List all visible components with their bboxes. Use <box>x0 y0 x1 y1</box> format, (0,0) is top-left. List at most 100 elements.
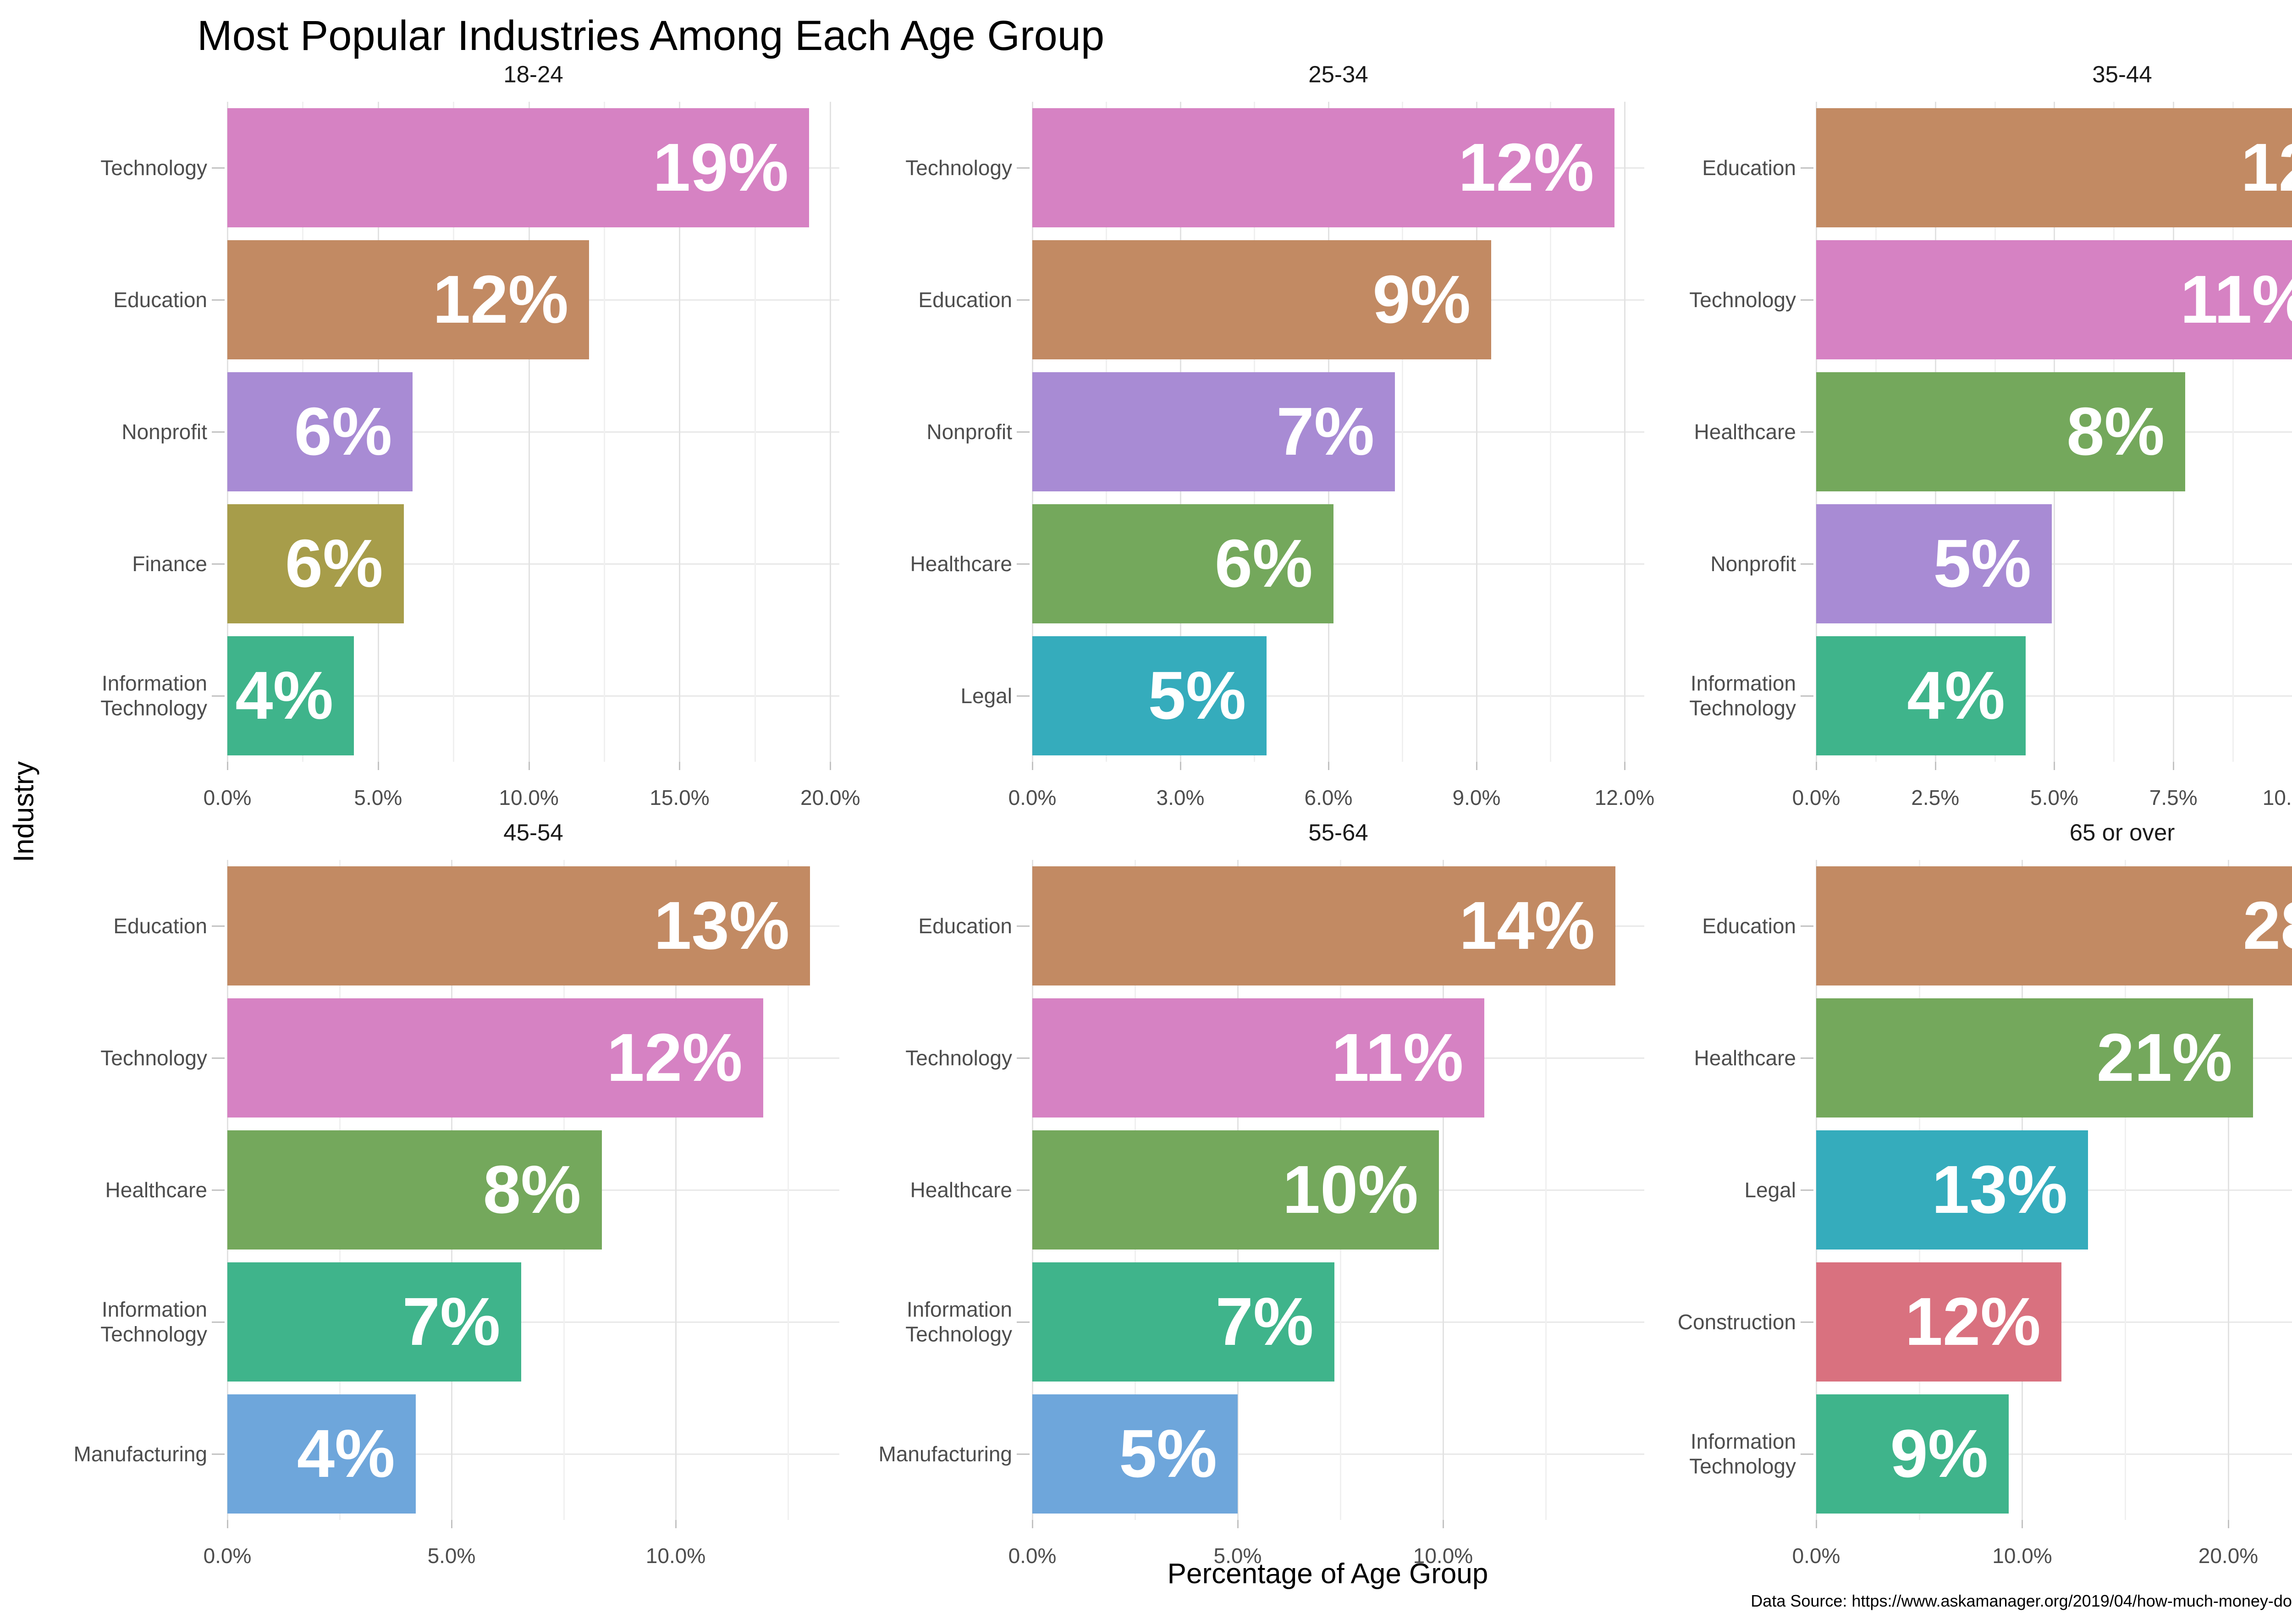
gridline-minor <box>604 102 606 762</box>
y-tick-mark <box>1801 167 1813 169</box>
gridline-major <box>830 102 832 762</box>
category-label: Healthcare <box>1694 1046 1796 1070</box>
category-label: Information Technology <box>1689 1429 1796 1478</box>
panel: 12% 9% 7% 6% 5% <box>1032 102 1644 762</box>
gridline-major <box>1442 860 1444 1520</box>
facet-35-44: 35-44 12% 11%8% 5% 4% Education Technology Heal… <box>1596 42 2292 821</box>
bar-Healthcare: 21% <box>1816 998 2253 1118</box>
bar-value-label: 11% <box>2180 262 2292 337</box>
gridline-minor <box>754 102 756 762</box>
bar-Education: 28% <box>1816 866 2292 985</box>
category-label: Information Technology <box>100 1297 207 1346</box>
gridline-minor <box>1545 860 1547 1520</box>
bar-value-label: 7% <box>402 1284 501 1360</box>
x-tick-label: 12.0% <box>1594 786 1655 809</box>
bar-value-label: 19% <box>653 130 789 205</box>
x-tick-label: 0.0% <box>203 786 252 809</box>
x-tick-label: 0.0% <box>1792 1544 1840 1568</box>
bar-value-label: 12% <box>1458 130 1594 205</box>
gridline-minor <box>453 102 455 762</box>
category-label: Information Technology <box>100 671 207 720</box>
gridline-minor <box>1402 102 1404 762</box>
category-label: Education <box>1702 914 1796 938</box>
y-tick-mark <box>1801 299 1813 301</box>
bar-Education: 13% <box>227 866 810 985</box>
gridline-minor <box>1550 102 1552 762</box>
y-tick-mark <box>1017 563 1030 565</box>
category-label: Nonprofit <box>121 419 207 444</box>
gridline-horizontal <box>1032 695 1644 697</box>
gridline-minor <box>2232 102 2234 762</box>
gridline-horizontal <box>1032 1453 1644 1455</box>
category-label: Technology <box>100 1046 207 1070</box>
bar-Finance: 6% <box>227 504 404 623</box>
category-label: Finance <box>132 551 207 576</box>
facet-title: 55-64 <box>1308 819 1368 846</box>
category-label: Education <box>918 287 1012 312</box>
panel: 12% 11%8% 5% 4% <box>1816 102 2292 762</box>
x-tick-label: 5.0% <box>2030 786 2078 809</box>
y-tick-mark <box>1017 1057 1030 1059</box>
y-tick-mark <box>1017 1189 1030 1191</box>
bar-Education: 14% <box>1032 866 1616 985</box>
bar-value-label: 13% <box>1932 1152 2068 1228</box>
gridline-horizontal <box>227 1321 839 1323</box>
x-tick-label: 10.0% <box>499 786 559 809</box>
x-tick-mark <box>1032 762 1033 770</box>
bar-value-label: 10% <box>1282 1152 1418 1228</box>
bar-Education: 12% <box>1816 108 2292 227</box>
x-tick-mark <box>1476 762 1477 770</box>
gridline-horizontal <box>1032 1321 1644 1323</box>
y-tick-mark <box>1801 1189 1813 1191</box>
bar-Technology: 11% <box>1816 240 2292 359</box>
facet-45-54: 45-54 13% 12% 8% 7% 4% Education Technology Heal… <box>7 800 876 1580</box>
y-tick-mark <box>212 695 225 697</box>
gridline-horizontal <box>227 695 839 697</box>
x-tick-mark <box>1934 762 1936 770</box>
facet-title: 45-54 <box>503 819 563 846</box>
bar-Technology: 19% <box>227 108 810 227</box>
bar-value-label: 6% <box>285 526 383 601</box>
facet-25-34: 25-34 12% 9% 7% 6% 5% Technology Education Nonpr… <box>812 42 1681 821</box>
y-tick-mark <box>1801 1321 1813 1323</box>
x-tick-label: 0.0% <box>1792 786 1840 809</box>
x-tick-mark <box>679 762 681 770</box>
category-label: Technology <box>905 1046 1012 1070</box>
x-tick-label: 7.5% <box>2149 786 2198 809</box>
x-tick-label: 0.0% <box>1008 1544 1057 1568</box>
y-tick-mark <box>212 563 225 565</box>
bar-value-label: 12% <box>2241 130 2292 205</box>
gridline-minor <box>787 860 789 1520</box>
bar-Healthcare: 8% <box>227 1130 602 1250</box>
y-tick-mark <box>1801 563 1813 565</box>
category-label: Legal <box>960 683 1012 708</box>
y-axis-title: Industry <box>8 761 40 863</box>
bar-value-label: 11% <box>1331 1020 1464 1096</box>
x-tick-mark <box>2022 1520 2023 1528</box>
gridline-horizontal <box>1816 1453 2292 1455</box>
bar-Information Technology: 7% <box>227 1262 521 1382</box>
category-label: Healthcare <box>105 1178 207 1202</box>
x-tick-mark <box>2173 762 2175 770</box>
x-tick-label: 0.0% <box>203 1544 252 1568</box>
gridline-horizontal <box>227 431 839 433</box>
bar-value-label: 28% <box>2242 888 2292 963</box>
bar-Healthcare: 8% <box>1816 372 2186 491</box>
y-tick-mark <box>212 167 225 169</box>
bar-value-label: 12% <box>606 1020 743 1096</box>
category-label: Manufacturing <box>73 1442 208 1466</box>
category-label: Nonprofit <box>1710 551 1796 576</box>
x-axis-title: Percentage of Age Group <box>1167 1558 1488 1590</box>
y-tick-mark <box>1017 167 1030 169</box>
y-tick-mark <box>212 299 225 301</box>
category-label: Education <box>918 914 1012 938</box>
x-tick-label: 3.0% <box>1156 786 1205 809</box>
x-tick-label: 20.0% <box>2198 1544 2259 1568</box>
gridline-major <box>675 860 677 1520</box>
bar-value-label: 6% <box>294 394 392 469</box>
bar-value-label: 12% <box>1905 1284 2041 1360</box>
bar-Nonprofit: 5% <box>1816 504 2052 623</box>
panel: 19% 12% 6% 6% 4% <box>227 102 839 762</box>
bar-value-label: 13% <box>654 888 790 963</box>
